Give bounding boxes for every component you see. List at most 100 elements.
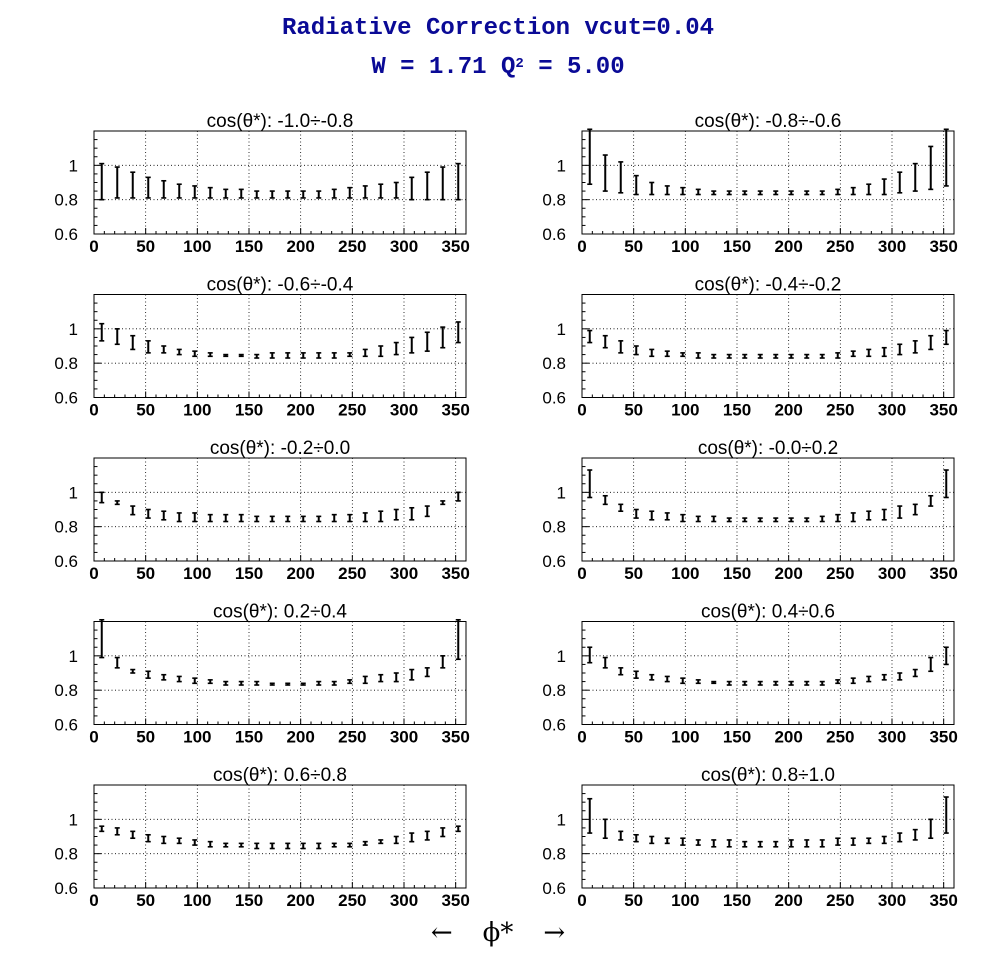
y-tick-label: 1 bbox=[69, 320, 78, 339]
x-tick-label: 250 bbox=[826, 728, 854, 747]
error-bar bbox=[649, 181, 655, 196]
x-tick-label: 200 bbox=[286, 891, 314, 910]
error-bar bbox=[866, 510, 872, 521]
error-bar bbox=[773, 840, 779, 848]
error-bar bbox=[192, 185, 198, 199]
subtitle-q-exponent: 2 bbox=[515, 56, 524, 72]
error-bar bbox=[207, 513, 213, 523]
error-bar bbox=[897, 171, 903, 194]
error-bar bbox=[602, 334, 608, 349]
error-bar bbox=[161, 179, 167, 199]
error-bar bbox=[254, 353, 260, 359]
x-tick-label: 300 bbox=[878, 237, 906, 256]
error-bar bbox=[819, 190, 825, 196]
error-bar bbox=[424, 171, 430, 201]
error-bar bbox=[602, 494, 608, 506]
error-bar bbox=[602, 656, 608, 669]
x-tick-label: 0 bbox=[577, 728, 586, 747]
subplot-8: cos(θ*): 0.4÷0.6 0 50 100 150 200 250 300 350 0.6… bbox=[542, 602, 957, 747]
error-bar bbox=[393, 341, 399, 356]
error-bar bbox=[633, 670, 639, 679]
error-bar bbox=[788, 517, 794, 523]
error-bar bbox=[618, 667, 624, 676]
error-bar bbox=[788, 190, 794, 196]
error-bar bbox=[409, 668, 415, 681]
error-bar bbox=[130, 334, 136, 351]
error-bar bbox=[711, 190, 717, 196]
error-bar bbox=[192, 512, 198, 523]
error-bar bbox=[819, 353, 825, 359]
y-tick-label: 0.6 bbox=[542, 879, 566, 898]
error-bar bbox=[362, 512, 368, 523]
error-bar bbox=[269, 515, 275, 523]
error-bar bbox=[145, 340, 151, 354]
error-bar bbox=[300, 352, 306, 359]
error-bar bbox=[347, 679, 353, 685]
plot-frame bbox=[581, 130, 955, 235]
y-tick-label: 0.8 bbox=[54, 681, 78, 700]
error-bar bbox=[835, 352, 841, 359]
error-bar bbox=[850, 837, 856, 846]
error-bar bbox=[145, 833, 151, 843]
error-bar bbox=[757, 680, 763, 686]
y-tick-label: 0.6 bbox=[542, 389, 566, 408]
y-tick-label: 0.6 bbox=[54, 552, 78, 571]
x-tick-label: 350 bbox=[929, 564, 957, 583]
error-bar bbox=[819, 839, 825, 848]
error-bar bbox=[130, 171, 136, 199]
error-bar bbox=[850, 350, 856, 358]
error-bar bbox=[587, 329, 593, 344]
error-bar bbox=[664, 350, 670, 358]
error-bar bbox=[618, 161, 624, 194]
y-tick-label: 1 bbox=[69, 647, 78, 666]
subplot-label: cos(θ*): 0.8÷1.0 bbox=[701, 765, 835, 786]
y-tick-label: 1 bbox=[557, 156, 566, 175]
x-tick-label: 0 bbox=[89, 401, 98, 420]
error-bar bbox=[928, 818, 934, 840]
x-tick-label: 250 bbox=[826, 401, 854, 420]
error-bar bbox=[455, 618, 461, 661]
error-bar bbox=[114, 166, 120, 199]
x-tick-label: 300 bbox=[390, 237, 418, 256]
error-bar bbox=[664, 185, 670, 196]
error-bar bbox=[726, 839, 732, 848]
error-bar bbox=[680, 513, 686, 523]
x-tick-label: 150 bbox=[723, 237, 751, 256]
error-bar bbox=[726, 190, 732, 196]
left-arrow-icon: ← bbox=[430, 918, 453, 948]
error-bar bbox=[378, 839, 384, 845]
subplot-2: cos(θ*): -0.8÷-0.6 0 50 100 150 200 250 300 350 0… bbox=[542, 111, 957, 256]
error-bar bbox=[618, 503, 624, 513]
x-axis-caption: ← ϕ* → bbox=[0, 918, 996, 948]
error-bar bbox=[695, 839, 701, 846]
x-tick-label: 250 bbox=[338, 564, 366, 583]
error-bar bbox=[176, 348, 182, 356]
y-tick-label: 0.8 bbox=[542, 191, 566, 210]
error-bar bbox=[602, 154, 608, 192]
x-tick-label: 150 bbox=[235, 401, 263, 420]
subplot-3: cos(θ*): -0.6÷-0.4 0 50 100 150 200 250 300 350 0… bbox=[54, 275, 469, 420]
x-tick-label: 50 bbox=[624, 237, 643, 256]
error-bar bbox=[664, 512, 670, 521]
subplot-10: cos(θ*): 0.8÷1.0 0 50 100 150 200 250 300 350 0.6… bbox=[542, 765, 957, 910]
error-bar bbox=[773, 680, 779, 686]
error-bar bbox=[300, 190, 306, 199]
error-bar bbox=[835, 188, 841, 196]
error-bar bbox=[316, 352, 322, 359]
error-bar bbox=[114, 827, 120, 836]
subplot-label: cos(θ*): -0.2÷0.0 bbox=[210, 438, 350, 459]
y-tick-label: 0.8 bbox=[54, 845, 78, 864]
error-bar bbox=[99, 618, 105, 659]
error-bar bbox=[393, 181, 399, 199]
error-bar bbox=[912, 162, 918, 192]
error-bar bbox=[804, 190, 810, 196]
subplot-label: cos(θ*): -1.0÷-0.8 bbox=[207, 111, 354, 132]
error-bar bbox=[943, 128, 949, 187]
error-bar bbox=[633, 508, 639, 519]
error-bar bbox=[300, 682, 306, 686]
error-bar bbox=[835, 837, 841, 846]
error-bar bbox=[99, 491, 105, 504]
subplot-label: cos(θ*): -0.0÷0.2 bbox=[698, 438, 838, 459]
error-bar bbox=[680, 186, 686, 196]
x-tick-label: 350 bbox=[929, 237, 957, 256]
